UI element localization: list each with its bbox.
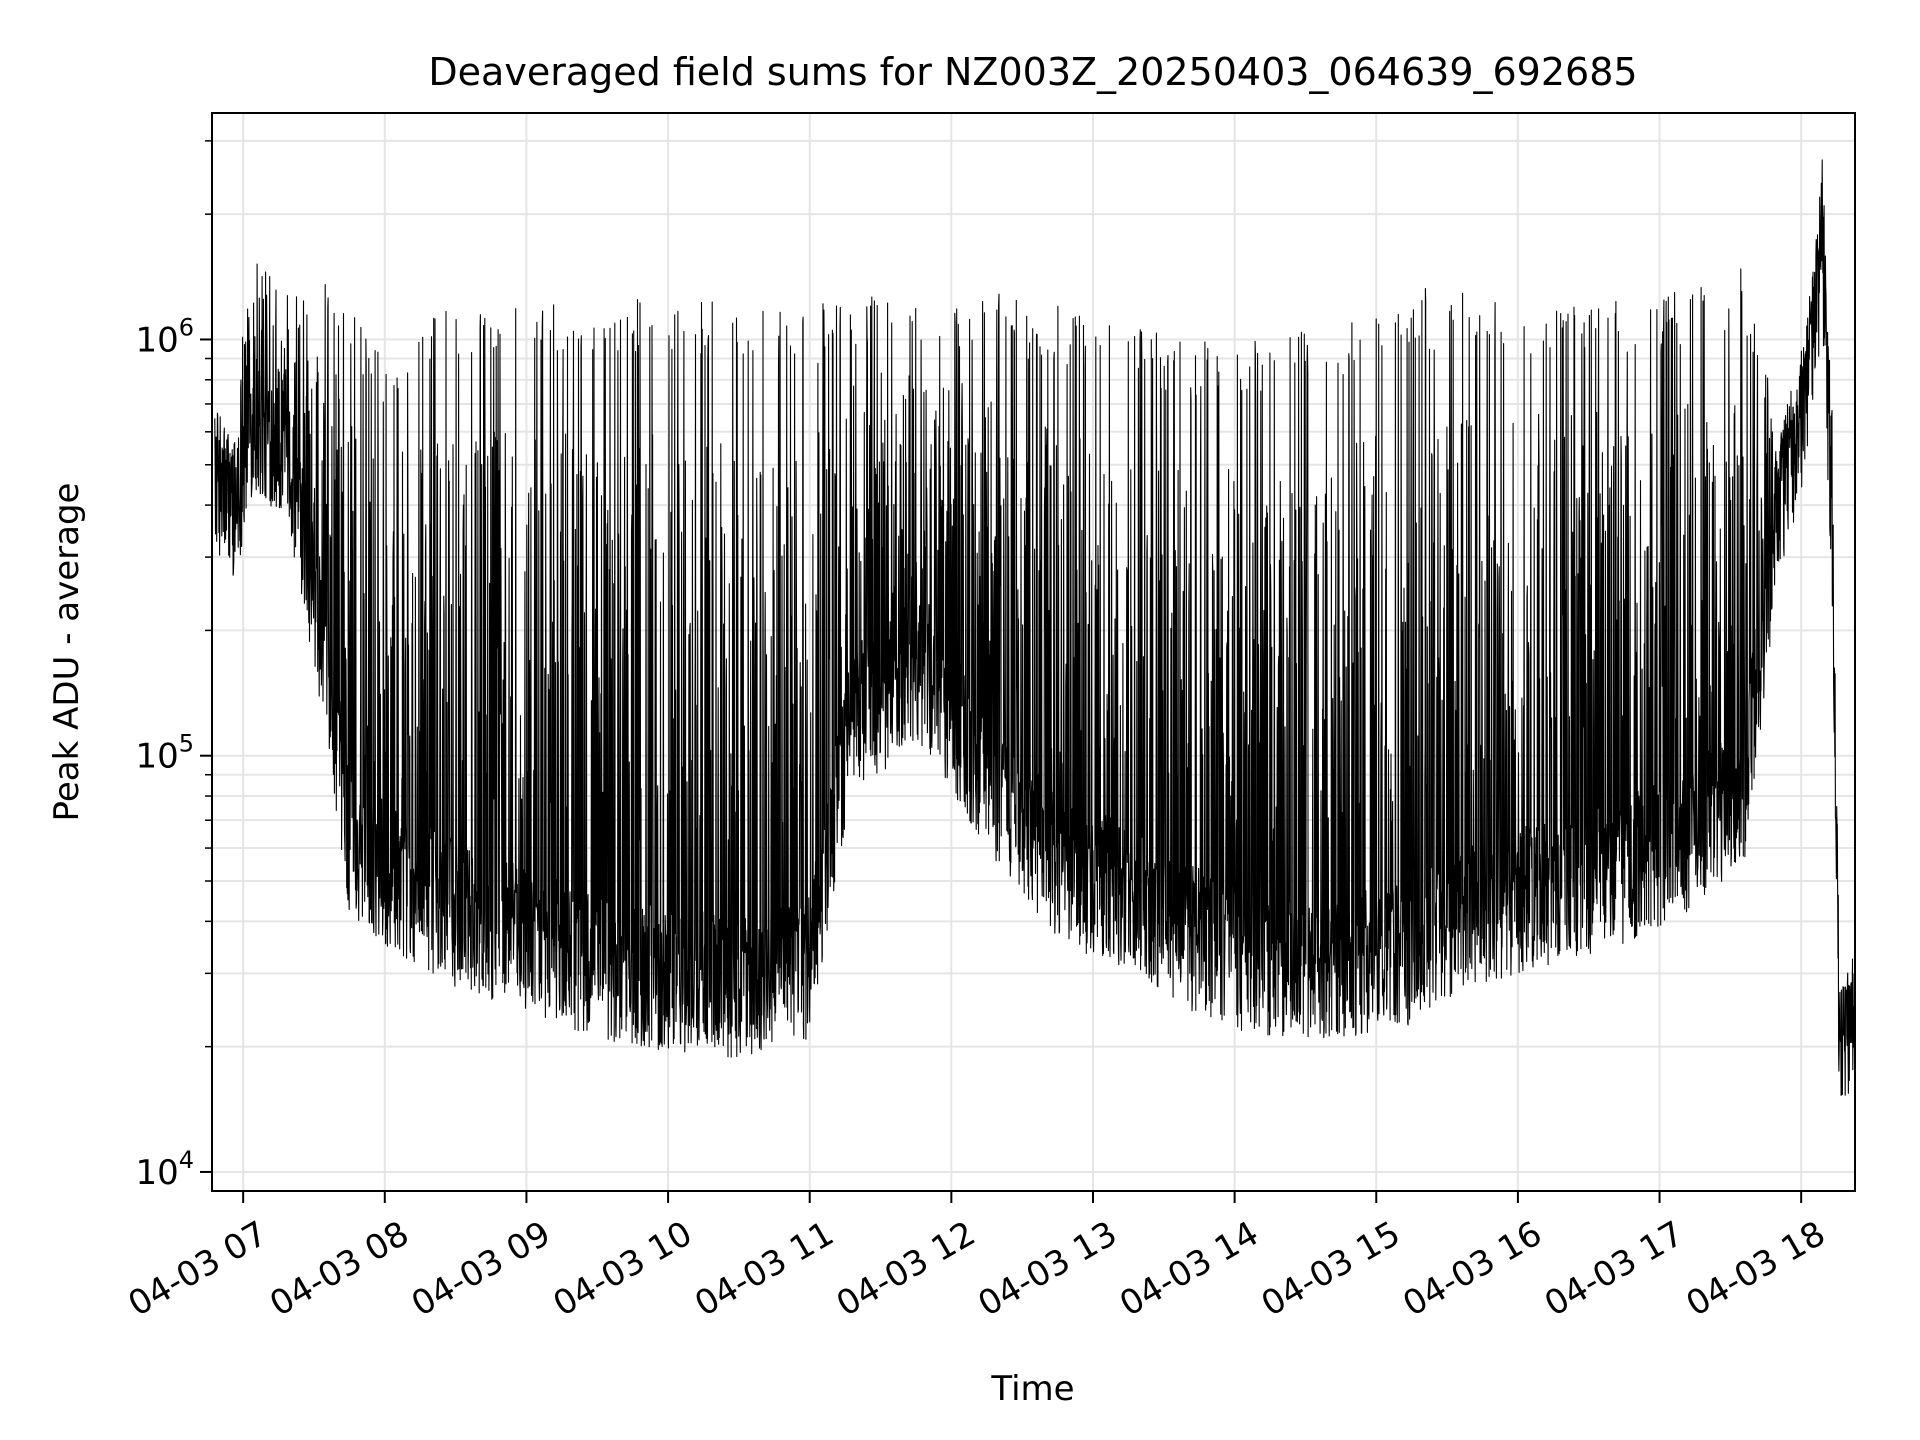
y-tick-label: 106 — [135, 313, 194, 360]
series-group — [214, 159, 1855, 1096]
y-tick-label: 105 — [135, 730, 194, 777]
y-tick-label: 104 — [135, 1146, 194, 1193]
y-axis-ticks: 104 105 106 — [135, 140, 212, 1193]
x-axis-label: Time — [990, 1369, 1074, 1409]
chart-title: Deaveraged field sums for NZ003Z_2025040… — [428, 50, 1637, 94]
series-line — [214, 159, 1855, 1096]
y-axis-label: Peak ADU - average — [47, 483, 87, 822]
plot-frame — [211, 112, 1856, 1192]
